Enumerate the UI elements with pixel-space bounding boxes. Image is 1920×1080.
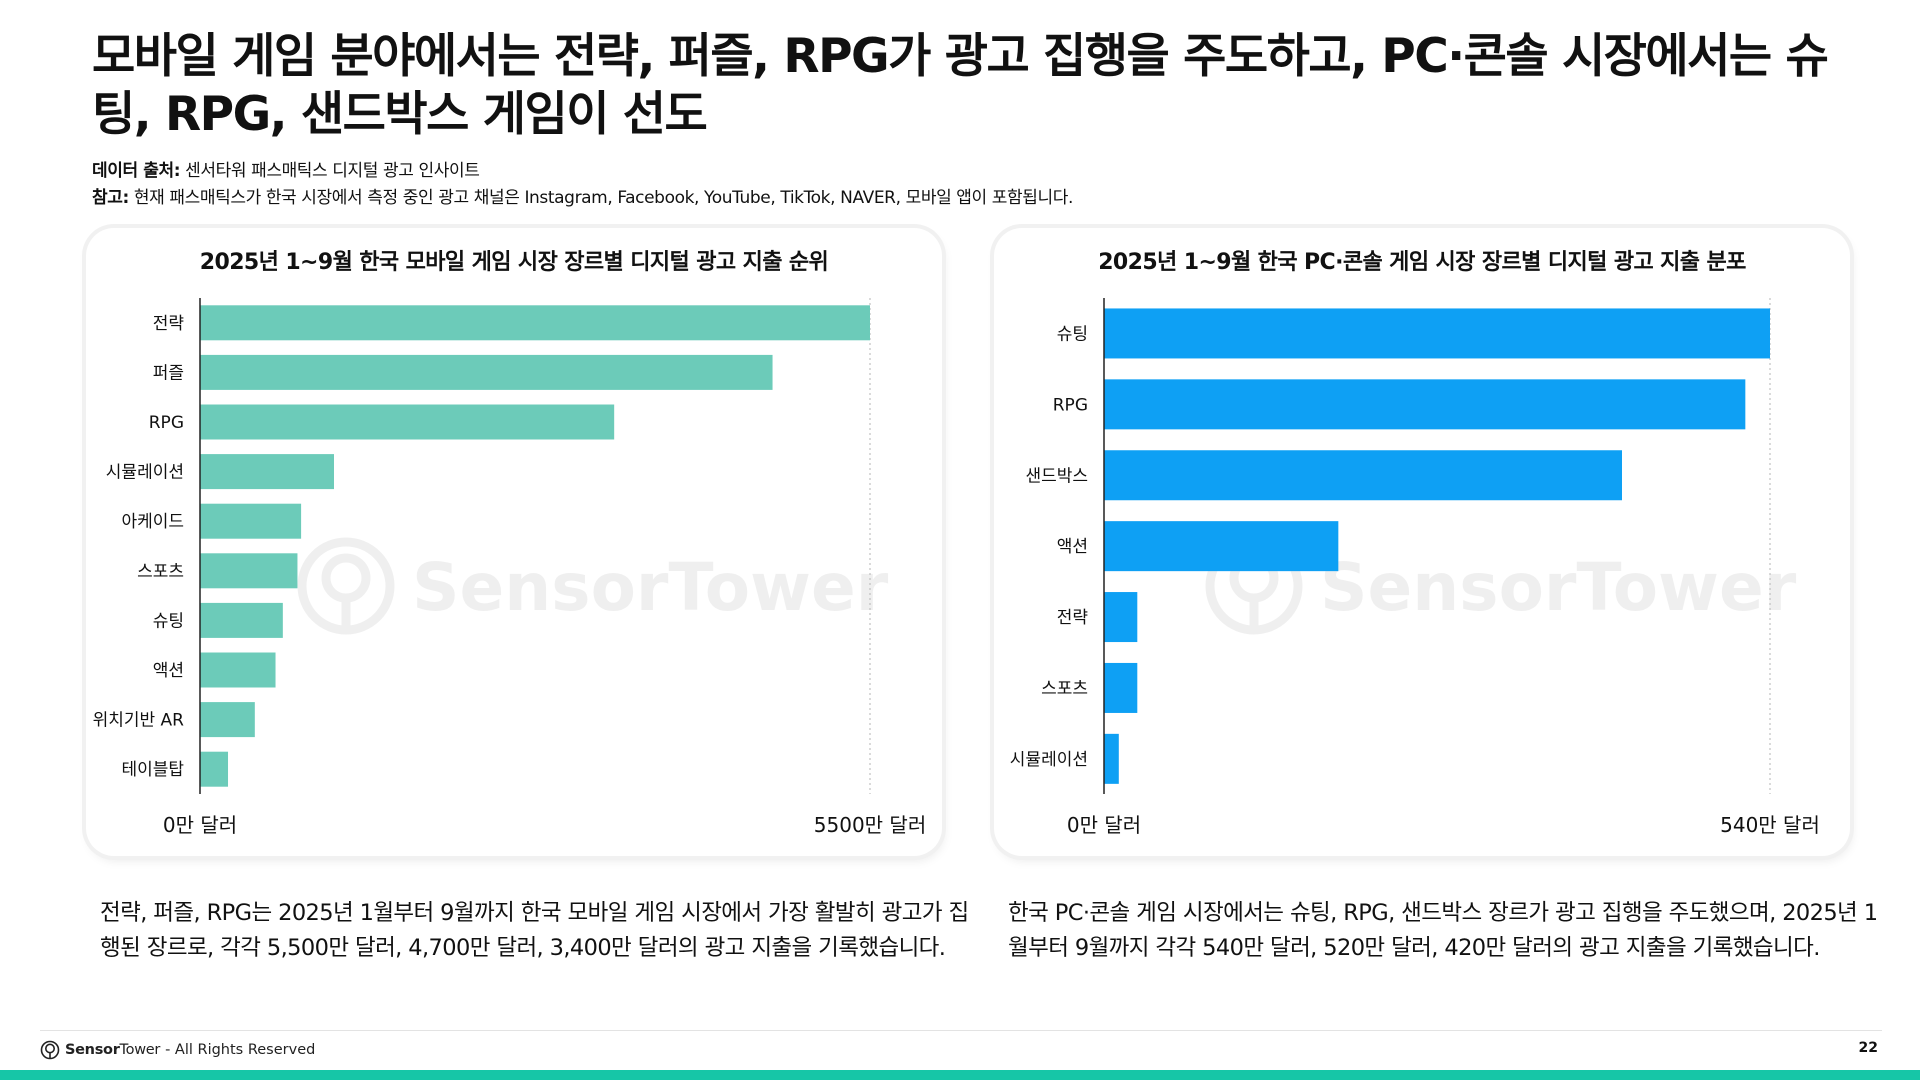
- page-number: 22: [1858, 1040, 1878, 1056]
- category-label-6: 시뮬레이션: [1010, 750, 1088, 770]
- mobile-chart-card: 2025년 1~9월 한국 모바일 게임 시장 장르별 디지털 광고 지출 순위…: [86, 228, 942, 856]
- bar-1: [1104, 379, 1746, 430]
- category-label-2: 샌드박스: [1025, 466, 1088, 486]
- watermark-logo-icon: [297, 537, 395, 635]
- bar-5: [1104, 662, 1138, 713]
- data-source-label: 데이터 출처:: [92, 161, 181, 181]
- category-label-8: 위치기반 AR: [93, 711, 185, 731]
- bar-7: [200, 652, 276, 688]
- bar-4: [1104, 592, 1138, 643]
- data-source-line: 데이터 출처: 센서타워 패스매틱스 디지털 광고 인사이트: [92, 158, 1073, 185]
- bar-1: [200, 354, 773, 390]
- sensortower-logo-icon: [40, 1040, 60, 1060]
- category-label-4: 아케이드: [121, 512, 184, 532]
- accent-bottom-bar: [0, 1070, 1920, 1080]
- sensortower-watermark: SensorTower: [297, 537, 889, 635]
- bar-2: [1104, 450, 1622, 501]
- pc-console-caption: 한국 PC·콘솔 게임 시장에서는 슈팅, RPG, 샌드박스 장르가 광고 집…: [1008, 900, 1878, 961]
- category-label-7: 액션: [153, 661, 184, 681]
- footer-brand-sensor: Sensor: [65, 1042, 120, 1058]
- footer-brand: SensorTower - All Rights Reserved: [40, 1038, 315, 1062]
- bar-3: [200, 454, 334, 490]
- x-tick-label-max: 5500만 달러: [814, 813, 926, 837]
- footer-brand-tower: Tower: [119, 1042, 161, 1058]
- bar-4: [200, 503, 302, 539]
- watermark-logo-inner: [321, 553, 371, 603]
- bar-3: [1104, 521, 1339, 572]
- mobile-caption: 전략, 퍼즐, RPG는 2025년 1월부터 9월까지 한국 모바일 게임 시…: [100, 900, 969, 961]
- bar-0: [200, 305, 870, 341]
- category-label-1: 퍼즐: [153, 363, 184, 383]
- note-line: 참고: 현재 패스매틱스가 한국 시장에서 측정 중인 광고 채널은 Insta…: [92, 185, 1073, 212]
- category-label-5: 스포츠: [1041, 679, 1088, 699]
- x-tick-label-min: 0만 달러: [1067, 813, 1141, 837]
- bar-6: [200, 602, 283, 638]
- pc-console-chart-card: 2025년 1~9월 한국 PC·콘솔 게임 시장 장르별 디지털 광고 지출 …: [994, 228, 1850, 856]
- note-value: 현재 패스매틱스가 한국 시장에서 측정 중인 광고 채널은 Instagram…: [128, 188, 1074, 208]
- category-label-4: 전략: [1057, 608, 1089, 628]
- bar-6: [1104, 733, 1119, 784]
- mobile-chart-title: 2025년 1~9월 한국 모바일 게임 시장 장르별 디지털 광고 지출 순위: [199, 250, 829, 275]
- data-source-value: 센서타워 패스매틱스 디지털 광고 인사이트: [180, 161, 480, 181]
- footer-divider: [40, 1030, 1882, 1031]
- bar-8: [200, 702, 255, 738]
- category-label-6: 슈팅: [153, 611, 184, 631]
- category-label-2: RPG: [149, 413, 184, 433]
- watermark-text: SensorTower: [1320, 549, 1797, 626]
- x-tick-label-max: 540만 달러: [1720, 813, 1820, 837]
- note-label: 참고:: [92, 188, 129, 208]
- category-label-3: 시뮬레이션: [106, 463, 184, 483]
- footer-rights: - All Rights Reserved: [165, 1042, 316, 1058]
- bar-9: [200, 751, 229, 787]
- category-label-0: 전략: [153, 314, 185, 334]
- category-label-1: RPG: [1053, 395, 1088, 415]
- source-notes: 데이터 출처: 센서타워 패스매틱스 디지털 광고 인사이트 참고: 현재 패스…: [92, 158, 1073, 212]
- pc-console-chart-title: 2025년 1~9월 한국 PC·콘솔 게임 시장 장르별 디지털 광고 지출 …: [1098, 250, 1746, 275]
- category-label-9: 테이블탑: [121, 760, 184, 780]
- category-label-3: 액션: [1057, 537, 1088, 557]
- page-title: 모바일 게임 분야에서는 전략, 퍼즐, RPG가 광고 집행을 주도하고, P…: [92, 29, 1829, 142]
- category-label-5: 스포츠: [137, 562, 184, 582]
- category-label-0: 슈팅: [1057, 324, 1088, 344]
- x-tick-label-min: 0만 달러: [163, 813, 237, 837]
- bar-2: [200, 404, 615, 440]
- bar-5: [200, 553, 298, 589]
- footer-brand-name: SensorTower: [65, 1042, 160, 1058]
- bar-0: [1104, 308, 1770, 359]
- watermark-text: SensorTower: [412, 549, 889, 626]
